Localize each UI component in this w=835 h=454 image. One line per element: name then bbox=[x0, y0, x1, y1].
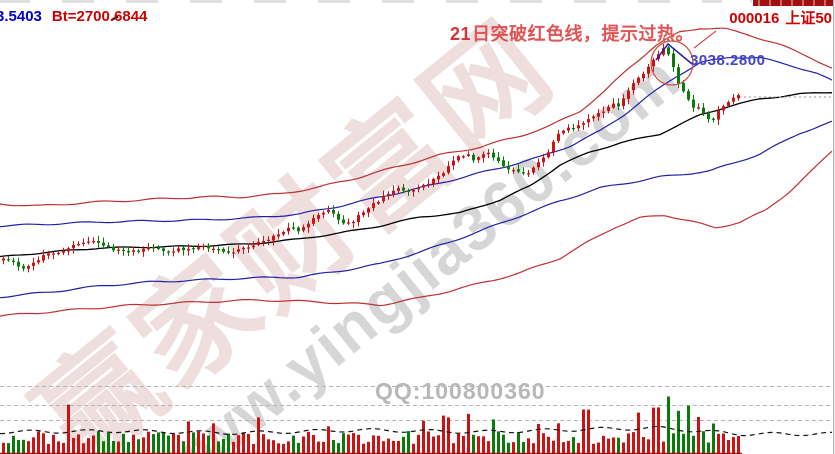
candles bbox=[2, 44, 740, 273]
volume-ma-dashed-line bbox=[0, 425, 832, 437]
overheat-annotation: 21日突破红色线，提示过热。 bbox=[450, 20, 694, 46]
annotation-day-number: 21 bbox=[450, 24, 472, 44]
symbol-label[interactable]: 000016 上证50 bbox=[723, 7, 832, 28]
indicator-value-blue: 3.5403 bbox=[0, 8, 42, 25]
volume-bars bbox=[2, 396, 740, 453]
indicator-value-bt: Bt=2700.6844 bbox=[51, 8, 148, 25]
volume-gridlines bbox=[0, 386, 835, 421]
channel-bands bbox=[0, 27, 833, 317]
qq-contact-watermark: QQ:100800360 bbox=[375, 378, 546, 404]
annotation-text: 日突破红色线，提示过热。 bbox=[472, 24, 695, 44]
upper-red-band bbox=[0, 27, 833, 207]
peak-circle-annotation bbox=[650, 40, 694, 86]
middle-ma-line bbox=[0, 92, 833, 258]
right-edge-border bbox=[833, 0, 835, 454]
lower-red-band bbox=[0, 150, 833, 317]
lower-blue-band bbox=[0, 120, 833, 299]
peak-price-label: 3038.2800 bbox=[690, 52, 766, 69]
peak-marker bbox=[655, 42, 693, 65]
clipped-date-axis-labels bbox=[0, 0, 752, 3]
symbol-name: 上证50 bbox=[785, 10, 832, 27]
symbol-code: 000016 bbox=[729, 10, 780, 27]
clipped-date-highlight bbox=[753, 0, 833, 6]
indicator-readout: 3.5403 Bt=2700.6844 bbox=[0, 8, 147, 25]
annotation-pointer-line bbox=[693, 30, 717, 49]
